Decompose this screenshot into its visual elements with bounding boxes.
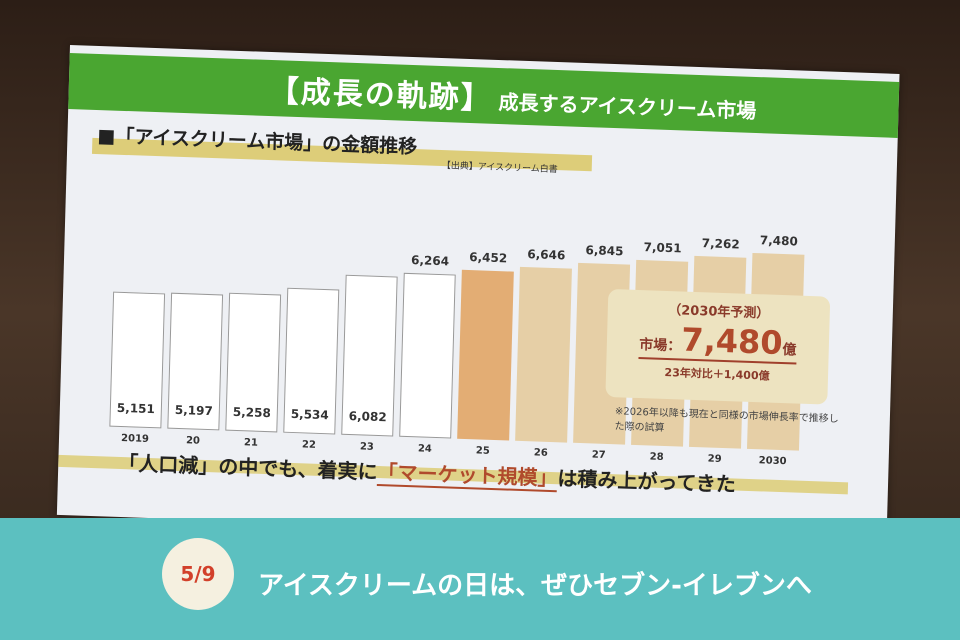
market-value: 7,480 xyxy=(680,320,784,363)
x-tick-label: 28 xyxy=(649,451,664,463)
value-label: 6,452 xyxy=(469,249,508,266)
value-label: 6,264 xyxy=(410,252,450,268)
value-label: 7,480 xyxy=(759,232,798,249)
bottom-pre: 「人口減」の中でも、着実に xyxy=(118,450,378,484)
x-tick-label: 23 xyxy=(359,441,374,453)
x-tick-label: 27 xyxy=(591,449,606,461)
x-tick-label: 26 xyxy=(533,447,548,459)
bottom-post: は積み上がってきた xyxy=(557,466,737,497)
x-tick-label: 2019 xyxy=(120,433,150,445)
bar-25 xyxy=(457,269,514,441)
value-label: 7,051 xyxy=(643,240,682,256)
bar-26 xyxy=(515,266,572,443)
value-label: 6,845 xyxy=(585,243,624,259)
banner-text: アイスクリームの日は、ぜひセブン-イレブンへ xyxy=(258,571,812,601)
x-tick-label: 29 xyxy=(707,453,722,465)
slide-title: 【成長の軌跡】 xyxy=(268,73,494,117)
slide-subtitle: 成長するアイスクリーム市場 xyxy=(498,89,757,123)
bottom-keyword: 「マーケット規模」 xyxy=(377,459,558,493)
source-note: 【出典】アイスクリーム白書 xyxy=(441,161,558,176)
x-tick-label: 25 xyxy=(475,445,490,457)
value-label: 5,197 xyxy=(174,402,214,419)
callout-diff: 23年対比＋1,400億 xyxy=(664,365,770,383)
value-label: 5,151 xyxy=(116,400,156,417)
forecast-callout: （2030年予測） 市場：7,480億 23年対比＋1,400億 xyxy=(605,288,831,405)
value-label: 5,534 xyxy=(290,406,329,423)
x-tick-label: 21 xyxy=(243,437,259,449)
x-tick-label: 2030 xyxy=(758,455,787,468)
value-label: 6,082 xyxy=(348,408,387,425)
value-label: 7,262 xyxy=(701,236,740,252)
x-tick-label: 24 xyxy=(417,443,432,455)
callout-market: 市場：7,480億 xyxy=(638,319,798,365)
presentation-slide: 【成長の軌跡】 成長するアイスクリーム市場 ■「アイスクリーム市場」の金額推移 … xyxy=(56,45,900,544)
x-tick-label: 22 xyxy=(301,439,317,451)
stage-banner xyxy=(0,518,960,640)
date-badge: 5/9 xyxy=(162,538,234,610)
market-unit: 億 xyxy=(782,342,797,359)
value-label: 6,646 xyxy=(527,246,566,262)
value-label: 5,258 xyxy=(232,404,271,421)
market-label: 市場： xyxy=(639,337,682,355)
bar-24 xyxy=(399,272,456,439)
x-tick-label: 20 xyxy=(185,435,201,447)
